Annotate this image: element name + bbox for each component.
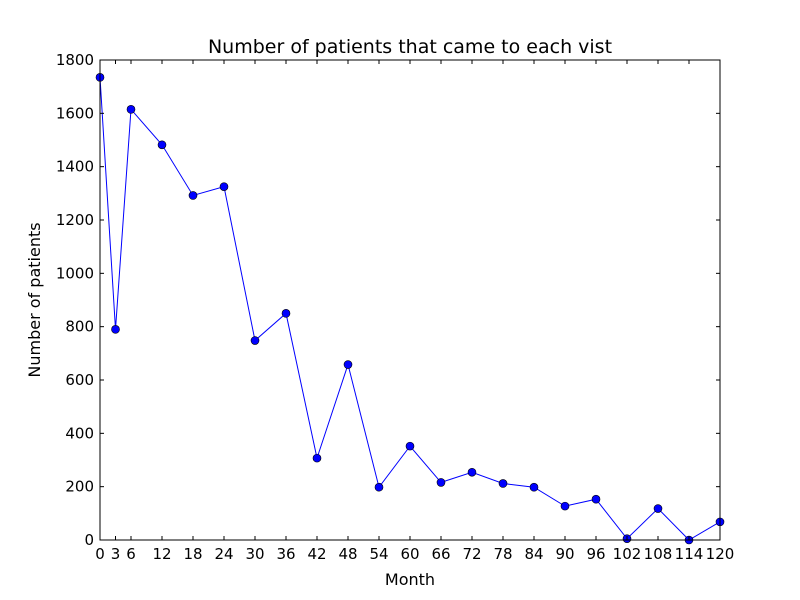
data-point (498, 479, 508, 488)
data-point (374, 482, 384, 492)
y-tick-label: 1200 (56, 211, 94, 229)
chart-title: Number of patients that came to each vis… (208, 36, 612, 58)
data-point (250, 336, 260, 345)
y-tick-label: 1000 (56, 264, 94, 282)
data-point (126, 105, 136, 114)
x-tick-label: 114 (675, 545, 704, 563)
data-point (343, 360, 353, 369)
data-point (188, 191, 198, 200)
data-point (111, 325, 120, 334)
series-line (99, 77, 721, 541)
y-tick-label: 800 (65, 318, 94, 336)
data-point (591, 494, 601, 504)
series-layer (95, 73, 725, 545)
y-tick-label: 1600 (56, 104, 94, 122)
x-tick-label: 108 (644, 545, 673, 563)
x-tick-label: 78 (493, 545, 512, 563)
data-point (281, 309, 291, 318)
x-tick-label: 24 (214, 545, 233, 563)
x-tick-label: 54 (369, 545, 388, 563)
x-tick-label: 90 (555, 545, 574, 563)
x-tick-label: 60 (400, 545, 419, 563)
data-point (436, 478, 446, 487)
data-point (467, 467, 477, 477)
x-tick-label: 36 (276, 545, 295, 563)
x-tick-label: 18 (183, 545, 202, 563)
x-tick-label: 120 (706, 545, 735, 563)
data-point (312, 453, 322, 463)
data-point (560, 501, 570, 511)
x-tick-label: 96 (586, 545, 605, 563)
x-tick-label: 66 (431, 545, 450, 563)
x-tick-label: 42 (307, 545, 326, 563)
data-point (405, 441, 415, 451)
y-tick-label: 400 (65, 424, 94, 442)
x-tick-label: 6 (126, 545, 136, 563)
data-point (653, 504, 663, 513)
y-tick-label: 600 (65, 371, 94, 389)
y-tick-label: 200 (65, 478, 94, 496)
y-tick-label: 1400 (56, 158, 94, 176)
x-tick-label: 0 (95, 545, 105, 563)
data-point (219, 182, 229, 191)
x-tick-label: 84 (524, 545, 543, 563)
plot-area-frame (99, 59, 721, 541)
y-tick-label: 0 (84, 531, 94, 549)
x-tick-label: 48 (338, 545, 357, 563)
x-tick-label: 72 (462, 545, 481, 563)
y-tick-label: 1800 (56, 51, 94, 69)
x-tick-label: 102 (613, 545, 642, 563)
x-axis-label: Month (385, 570, 435, 589)
axis-ticks: 0 3 6 12 18 24 30 36 42 48 54 60 66 72 78 84 90 96 102 108 1… (56, 51, 735, 563)
data-point (529, 482, 539, 492)
data-point (157, 140, 167, 150)
x-tick-label: 12 (152, 545, 171, 563)
y-axis-label: Number of patients (25, 222, 44, 377)
x-tick-label: 3 (111, 545, 121, 563)
x-tick-label: 30 (245, 545, 264, 563)
